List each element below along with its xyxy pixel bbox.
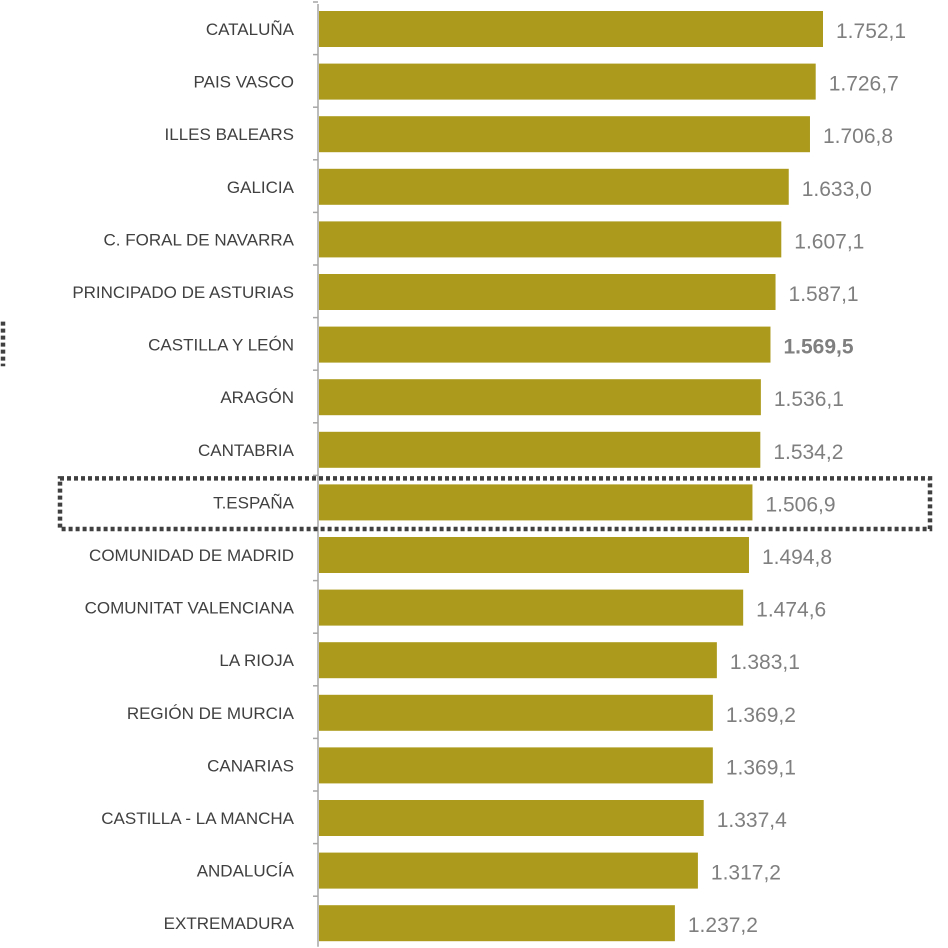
bar-14: [319, 694, 713, 731]
value-label: 1.587,1: [789, 283, 859, 306]
value-label: 1.494,8: [762, 546, 832, 569]
bar-17: [319, 852, 698, 889]
category-label: COMUNIDAD DE MADRID: [89, 546, 294, 565]
category-label: ANDALUCÍA: [197, 862, 295, 881]
bar-18: [319, 905, 675, 942]
value-label: 1.536,1: [774, 388, 844, 411]
bar-12: [319, 589, 744, 626]
category-label: CASTILLA Y LEÓN: [148, 336, 294, 355]
value-label: 1.607,1: [794, 230, 864, 253]
category-label: ARAGÓN: [220, 388, 294, 407]
value-label: 1.383,1: [730, 651, 800, 674]
bar-15: [319, 747, 713, 784]
category-label: T.ESPAÑA: [213, 493, 295, 512]
category-label: CANARIAS: [207, 756, 294, 775]
category-label: CANTABRIA: [198, 441, 295, 460]
category-label: CATALUÑA: [206, 20, 295, 39]
bar-9: [319, 431, 761, 468]
bar-5: [319, 221, 782, 258]
bar-4: [319, 168, 789, 205]
bar-2: [319, 63, 816, 100]
bar-13: [319, 642, 717, 679]
bar-16: [319, 800, 704, 836]
bar-10: [319, 484, 753, 521]
category-label: COMUNITAT VALENCIANA: [85, 599, 295, 618]
bar-1: [319, 11, 823, 47]
value-label: 1.337,4: [717, 809, 787, 832]
category-label: PRINCIPADO DE ASTURIAS: [72, 283, 294, 302]
value-label: 1.317,2: [711, 862, 781, 885]
category-label: PAIS VASCO: [194, 73, 294, 92]
value-label: 1.534,2: [773, 441, 843, 464]
category-label: CASTILLA - LA MANCHA: [101, 809, 294, 828]
category-label: C. FORAL DE NAVARRA: [104, 230, 295, 249]
value-label: 1.474,6: [756, 599, 826, 622]
value-label: 1.369,2: [726, 704, 796, 727]
value-label: 1.369,1: [726, 756, 796, 779]
bar-11: [319, 537, 749, 573]
value-label: 1.569,5: [783, 336, 853, 359]
category-label: EXTREMADURA: [164, 914, 295, 933]
category-label: REGIÓN DE MURCIA: [127, 704, 295, 723]
highlight-box: [57, 476, 933, 532]
bar-8: [319, 379, 761, 416]
value-label: 1.752,1: [836, 20, 906, 43]
value-label: 1.633,0: [802, 178, 872, 201]
category-label: GALICIA: [227, 178, 295, 197]
value-label: 1.726,7: [829, 73, 899, 96]
category-label: LA RIOJA: [219, 651, 294, 670]
value-label: 1.706,8: [823, 125, 893, 148]
value-label: 1.237,2: [688, 914, 758, 937]
category-label: ILLES BALEARS: [165, 125, 294, 144]
bar-3: [319, 116, 810, 153]
bar-6: [319, 274, 776, 310]
bar-7: [319, 326, 771, 363]
value-label: 1.506,9: [765, 493, 835, 516]
